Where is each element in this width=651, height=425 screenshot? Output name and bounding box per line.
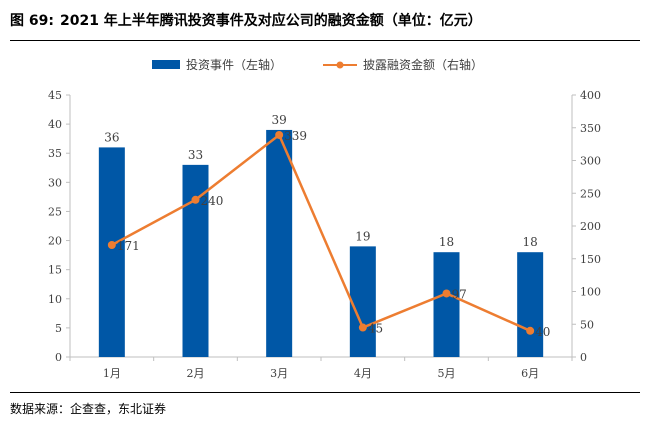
y-left-tick-label: 5	[55, 322, 62, 335]
y-right-tick-label: 250	[580, 187, 601, 200]
line-point	[191, 195, 200, 204]
y-left-tick-label: 25	[48, 205, 62, 218]
y-right-tick-label: 150	[580, 253, 601, 266]
bar	[517, 252, 544, 357]
figure-title-text: 2021 年上半年腾讯投资事件及对应公司的融资金额（单位：亿元）	[59, 13, 482, 29]
figure-title: 图 69: 2021 年上半年腾讯投资事件及对应公司的融资金额（单位：亿元）	[10, 10, 482, 30]
line-point	[442, 289, 451, 298]
y-right-tick-label: 0	[580, 351, 587, 364]
legend-marker-line	[336, 61, 344, 69]
x-tick-label: 6月	[521, 367, 539, 380]
y-right-tick-label: 300	[580, 155, 601, 168]
y-right-tick-label: 200	[580, 220, 601, 233]
line-value-label: 339	[284, 129, 307, 143]
bar-value-label: 18	[523, 235, 538, 249]
bar-value-label: 39	[272, 113, 287, 127]
y-right-tick-label: 350	[580, 122, 601, 135]
line-value-label: 240	[201, 194, 224, 208]
x-tick-label: 4月	[354, 367, 372, 380]
bar-value-label: 33	[188, 148, 203, 162]
legend-label-bar: 投资事件（左轴）	[186, 57, 282, 72]
top-rule	[10, 40, 640, 41]
line-point	[358, 323, 367, 332]
x-tick-label: 2月	[187, 367, 205, 380]
line-series	[111, 132, 531, 332]
line-point	[275, 130, 284, 139]
bar-value-label: 18	[439, 235, 454, 249]
x-tick-label: 3月	[270, 367, 288, 380]
bar-value-label: 36	[104, 130, 119, 144]
legend-label-line: 披露融资金额（右轴）	[363, 57, 483, 72]
bar	[433, 252, 460, 357]
line-value-label: 45	[368, 322, 383, 336]
bar	[266, 129, 293, 357]
y-left-tick-label: 10	[48, 293, 62, 306]
line-value-label: 40	[535, 325, 550, 339]
y-left-tick-label: 45	[48, 89, 62, 102]
legend-swatch-bar	[152, 60, 180, 69]
bar	[98, 147, 125, 357]
y-left-tick-label: 35	[48, 147, 62, 160]
y-left-tick-label: 20	[48, 235, 62, 248]
y-right-tick-label: 400	[580, 89, 601, 102]
line-value-label: 97	[452, 287, 467, 301]
line-point	[107, 240, 116, 249]
y-left-tick-label: 30	[48, 176, 62, 189]
y-right-tick-label: 100	[580, 286, 601, 299]
y-left-tick-label: 15	[48, 264, 62, 277]
line-point	[526, 326, 535, 335]
bar	[349, 246, 376, 357]
y-left-tick-label: 0	[55, 351, 62, 364]
source-note: 数据来源：企查查，东北证券	[10, 402, 167, 416]
x-tick-label: 5月	[438, 367, 456, 380]
bottom-rule	[10, 392, 640, 393]
line-value-label: 171	[117, 239, 140, 253]
y-right-tick-label: 50	[580, 318, 594, 331]
bar-value-label: 19	[355, 229, 370, 243]
figure-label: 图 69:	[10, 13, 54, 29]
x-tick-label: 1月	[103, 367, 121, 380]
y-left-tick-label: 40	[48, 118, 62, 131]
